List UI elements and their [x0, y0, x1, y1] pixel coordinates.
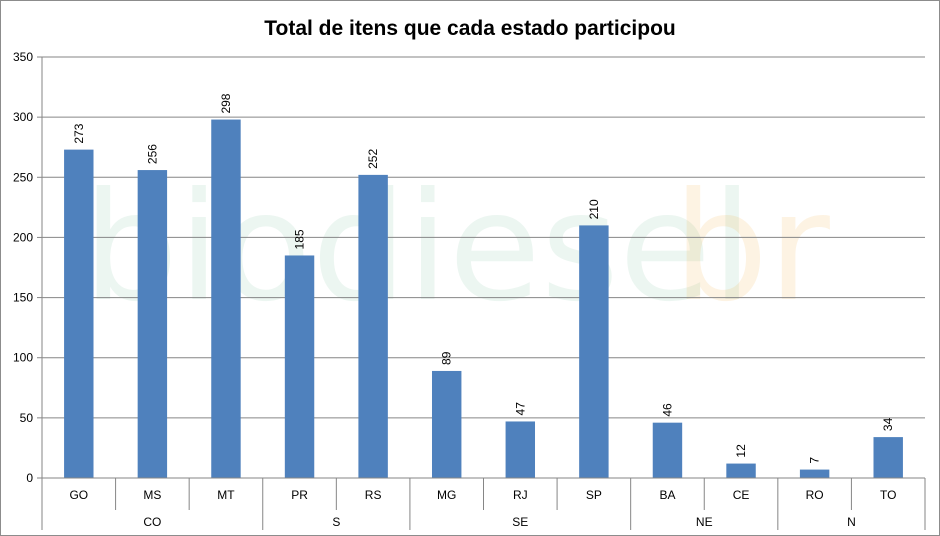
x-tick-label-ce: CE	[733, 488, 750, 502]
y-tick-label-50: 50	[20, 411, 34, 425]
y-tick-label-100: 100	[13, 351, 33, 365]
x-tick-label-pr: PR	[291, 488, 308, 502]
axes: 0 50 100 150 200 250 300 350 GO MS MT PR RS MG RJ SP BA C…	[13, 50, 926, 530]
x-tick-label-mt: MT	[217, 488, 235, 502]
group-label-n: N	[847, 515, 856, 529]
bar-rj	[505, 421, 536, 478]
x-tick-label-rs: RS	[365, 488, 382, 502]
group-label-se: SE	[512, 515, 528, 529]
x-tick-label-mg: MG	[437, 488, 456, 502]
bar-ce	[726, 463, 756, 478]
data-label-go: 273	[72, 123, 86, 143]
group-label-s: S	[332, 515, 340, 529]
data-label-sp: 210	[587, 199, 601, 219]
y-tick-label-250: 250	[13, 170, 33, 184]
data-label-ms: 256	[145, 144, 159, 164]
x-tick-label-sp: SP	[586, 488, 602, 502]
data-label-ce: 12	[734, 444, 748, 458]
group-label-co: CO	[143, 515, 161, 529]
watermark-text-biodiesel: biodiesel	[83, 161, 753, 335]
x-tick-label-ba: BA	[659, 488, 675, 502]
bar-rs	[358, 174, 388, 478]
data-label-ba: 46	[660, 403, 674, 417]
bars	[64, 119, 903, 478]
y-tick-label-0: 0	[26, 471, 33, 485]
x-tick-label-go: GO	[69, 488, 88, 502]
bar-ms	[137, 170, 168, 478]
gridlines	[42, 56, 925, 419]
bar-go	[64, 149, 94, 478]
y-tick-label-200: 200	[13, 230, 33, 244]
data-label-to: 34	[881, 417, 895, 431]
x-tick-label-ro: RO	[806, 488, 824, 502]
y-tick-label-350: 350	[13, 50, 33, 64]
data-label-rs: 252	[366, 149, 380, 169]
group-label-ne: NE	[696, 515, 713, 529]
data-label-mg: 89	[440, 351, 454, 365]
bar-to	[873, 437, 903, 478]
bar-ba	[652, 422, 683, 478]
chart-title: Total de itens que cada estado participo…	[264, 17, 676, 40]
bar-ro	[799, 469, 830, 478]
bar-pr	[284, 255, 315, 478]
data-label-ro: 7	[808, 457, 822, 464]
watermark-text-br: br	[673, 161, 830, 335]
x-tick-label-to: TO	[880, 488, 896, 502]
x-tick-label-ms: MS	[143, 488, 161, 502]
bar-mg	[431, 370, 462, 478]
watermark-logo: biodiesel br	[83, 161, 830, 335]
bar-sp	[579, 225, 609, 478]
bar-mt	[211, 119, 241, 478]
data-label-mt: 298	[219, 93, 233, 113]
data-label-pr: 185	[293, 229, 307, 249]
y-tick-label-300: 300	[13, 110, 33, 124]
y-tick-label-150: 150	[13, 291, 33, 305]
data-label-rj: 47	[513, 402, 527, 416]
x-tick-label-rj: RJ	[513, 488, 528, 502]
data-labels: 273 256 298 185 252 89 47 210 46 12 7 34	[72, 93, 895, 463]
